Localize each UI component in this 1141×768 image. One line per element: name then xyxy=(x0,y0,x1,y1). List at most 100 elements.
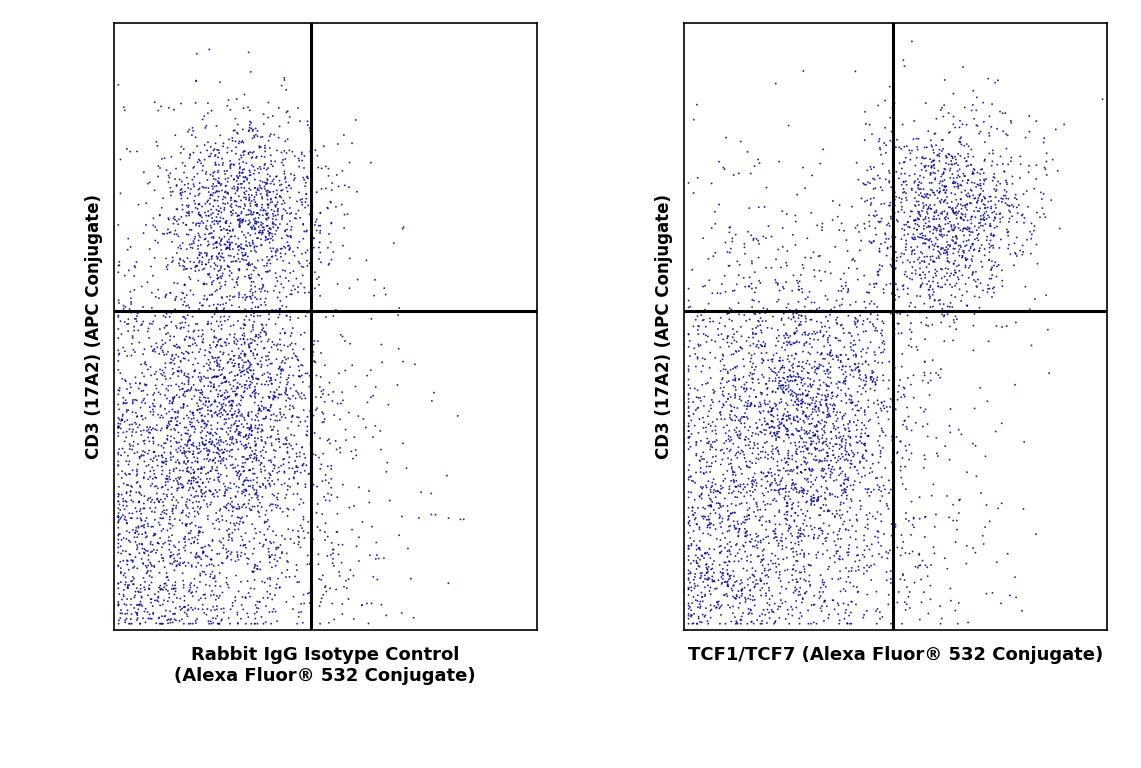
Point xyxy=(731,135,750,147)
Point xyxy=(199,97,217,109)
Point xyxy=(703,480,721,492)
Point xyxy=(195,439,213,451)
Point xyxy=(790,527,808,539)
Point xyxy=(169,419,187,432)
Point xyxy=(926,270,945,282)
Point xyxy=(209,370,227,382)
Point xyxy=(868,603,887,615)
Point xyxy=(153,340,171,353)
Point xyxy=(820,489,839,502)
Point xyxy=(111,555,129,568)
Point xyxy=(211,179,229,191)
Point xyxy=(879,243,897,255)
Point xyxy=(209,164,227,177)
Point xyxy=(175,143,193,155)
Point xyxy=(210,617,228,630)
Point xyxy=(720,510,738,522)
Point xyxy=(230,221,249,233)
Point xyxy=(833,489,851,502)
Point xyxy=(778,564,796,576)
Point xyxy=(305,478,323,491)
Point xyxy=(245,307,264,319)
Point xyxy=(904,228,922,240)
Point xyxy=(224,256,242,268)
Point xyxy=(173,316,192,329)
Point xyxy=(168,342,186,354)
Point xyxy=(834,497,852,509)
Point xyxy=(163,398,181,410)
Point xyxy=(818,406,836,418)
Point xyxy=(243,159,261,171)
Point xyxy=(189,447,208,459)
Point xyxy=(980,283,998,295)
Point xyxy=(358,369,377,382)
Point xyxy=(756,424,775,436)
Point xyxy=(240,356,258,368)
Point xyxy=(785,370,803,382)
Point xyxy=(772,313,791,325)
Point xyxy=(244,238,262,250)
Point xyxy=(318,460,337,472)
Point xyxy=(691,572,710,584)
Point xyxy=(281,202,299,214)
Point xyxy=(221,433,240,445)
Point xyxy=(987,208,1005,220)
Point xyxy=(188,442,207,455)
Point xyxy=(822,426,840,439)
Point xyxy=(238,258,257,270)
Point xyxy=(245,522,264,535)
Point xyxy=(994,125,1012,137)
Point xyxy=(246,216,265,228)
Point xyxy=(759,530,777,542)
Point xyxy=(228,170,246,182)
Point xyxy=(786,216,804,228)
Point xyxy=(201,498,219,511)
Point xyxy=(121,485,139,498)
Point xyxy=(817,384,835,396)
Point xyxy=(235,145,253,157)
Point xyxy=(702,483,720,495)
Point xyxy=(154,442,172,454)
Point xyxy=(720,545,738,558)
Point xyxy=(712,609,730,621)
Point xyxy=(720,483,738,495)
Point xyxy=(775,379,793,392)
Point xyxy=(242,346,260,358)
Point xyxy=(882,617,900,630)
Point xyxy=(738,400,756,412)
Point xyxy=(916,403,934,415)
Point xyxy=(276,412,294,424)
Point xyxy=(139,432,157,444)
Point xyxy=(956,170,974,182)
Point xyxy=(725,474,743,486)
Point xyxy=(714,422,733,434)
Point xyxy=(281,361,299,373)
Point xyxy=(723,466,742,478)
Point xyxy=(767,550,785,562)
Point xyxy=(146,514,164,526)
Point xyxy=(945,111,963,123)
Point xyxy=(726,506,744,518)
Point xyxy=(833,484,851,496)
Point xyxy=(889,386,907,398)
Point xyxy=(242,293,260,305)
Point xyxy=(723,232,742,244)
Point xyxy=(259,404,277,416)
Point xyxy=(868,313,887,326)
Point xyxy=(191,249,209,261)
Point xyxy=(234,333,252,345)
Point xyxy=(216,391,234,403)
Point xyxy=(845,358,864,370)
Point xyxy=(288,438,306,450)
Point xyxy=(796,410,815,422)
Point xyxy=(812,348,831,360)
Point xyxy=(901,273,920,285)
Point xyxy=(275,351,293,363)
Point xyxy=(175,445,193,457)
Point xyxy=(800,432,818,444)
Point xyxy=(743,277,761,290)
Point xyxy=(179,339,197,352)
Point xyxy=(865,320,883,333)
Point xyxy=(864,458,882,470)
Point xyxy=(908,561,926,574)
